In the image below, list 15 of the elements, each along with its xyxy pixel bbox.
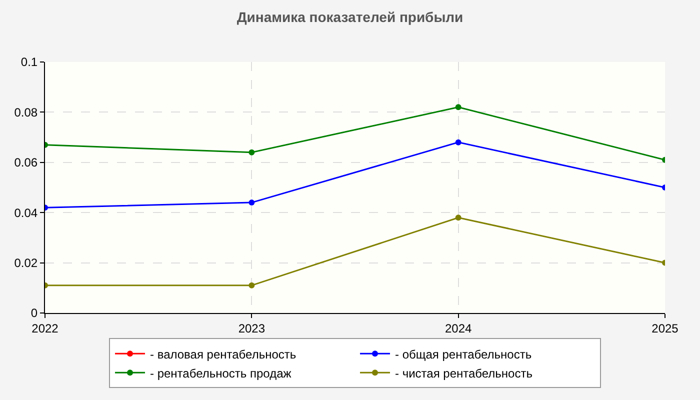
x-tick-label: 2024 [444,321,472,336]
legend-label: - валовая рентабельность [150,347,296,362]
y-tick-label: 0.1 [20,55,38,70]
legend-label: - общая рентабельность [395,347,532,362]
legend-label: - чистая рентабельность [395,366,532,380]
chart-title: Динамика показателей прибыли [236,8,464,25]
y-tick-label: 0.06 [14,156,38,170]
x-tick-label: 2025 [652,321,679,336]
y-tick-label: 0.02 [14,256,38,270]
y-tick-label: 0.08 [14,105,38,120]
x-tick-label: 2022 [32,321,59,336]
y-tick-label: 0 [30,306,38,320]
y-tick-label: 0.04 [14,206,38,220]
legend-label: - рентабельность продаж [150,366,292,380]
x-tick-label: 2023 [238,321,266,336]
